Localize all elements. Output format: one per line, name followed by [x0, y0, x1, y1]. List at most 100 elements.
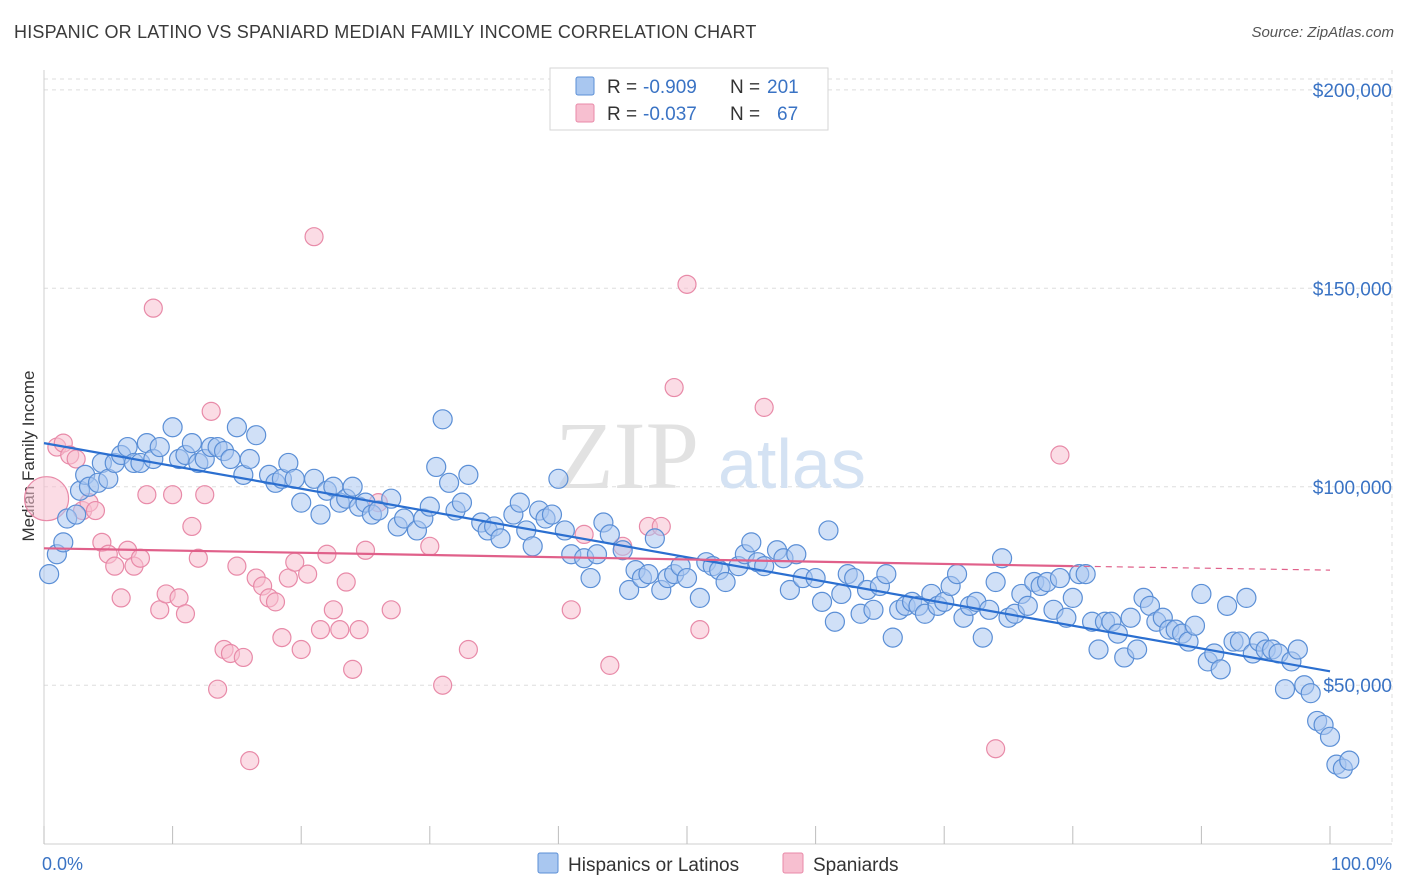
hispanics-point-171 [1217, 595, 1238, 616]
spaniards-point-63 [690, 620, 710, 640]
spaniards-point-7 [85, 500, 106, 521]
spaniards-point-53 [433, 675, 453, 695]
hispanics-point-149 [1075, 563, 1096, 585]
y-tick-label-1: $100,000 [1313, 478, 1392, 499]
y-tick-labels: $50,000 $100,000 $150,000 $200,000 [1313, 81, 1392, 697]
hispanics-point-190 [1339, 750, 1360, 771]
axes [43, 70, 1392, 845]
spaniards-point-24 [195, 485, 215, 505]
hispanics-point-166 [1184, 615, 1206, 636]
spaniards-point-14 [130, 548, 151, 568]
hispanics-point-18 [149, 436, 170, 458]
spaniards-point-0 [23, 476, 70, 522]
hispanics-point-184 [1300, 683, 1321, 704]
hispanics-point-145 [1049, 567, 1071, 589]
watermark: ZIP atlas [555, 402, 866, 509]
spaniards-point-11 [111, 588, 131, 608]
spaniards-point-66 [1050, 445, 1070, 465]
hispanics-point-111 [831, 583, 852, 605]
hispanics-point-22 [181, 433, 202, 454]
hispanics-point-156 [1120, 607, 1141, 628]
spaniards-point-21 [175, 604, 196, 624]
hispanics-point-72 [541, 504, 563, 525]
legend-n-label-1: N = [730, 77, 760, 98]
spaniards-point-41 [304, 227, 324, 247]
spaniards-points [23, 227, 1070, 771]
hispanics-point-99 [741, 532, 762, 553]
legend-bottom: Hispanics or Latinos Spaniards [537, 852, 899, 876]
spaniards-point-42 [310, 620, 331, 640]
hispanics-point-108 [811, 591, 833, 612]
spaniards-point-4 [66, 449, 86, 469]
hispanics-point-82 [619, 579, 640, 601]
spaniards-point-52 [420, 536, 440, 556]
hispanics-point-45 [342, 476, 363, 497]
spaniards-point-49 [355, 540, 376, 560]
hispanics-point-174 [1236, 587, 1257, 609]
legend-top: R = -0.909 N = 201 R = -0.037 N = 67 [549, 67, 829, 131]
hispanics-point-73 [548, 468, 569, 489]
hispanics-point-4 [66, 504, 87, 525]
hispanics-point-167 [1191, 583, 1212, 605]
hispanics-point-60 [451, 492, 473, 513]
hispanics-point-39 [303, 468, 325, 489]
x-tick-labels: 0.0% 100.0% [42, 854, 1392, 874]
hispanics-point-147 [1062, 587, 1083, 609]
hispanics-point-29 [226, 417, 247, 438]
hispanics-point-118 [876, 563, 897, 585]
watermark-atlas: atlas [718, 425, 866, 503]
hispanics-point-78 [586, 544, 608, 565]
spaniards-point-46 [336, 572, 356, 592]
hispanics-point-56 [426, 456, 447, 478]
spaniards-point-45 [330, 620, 350, 640]
hispanics-point-67 [509, 492, 530, 513]
hispanics-point-61 [458, 464, 479, 485]
legend-n-value-1: 201 [767, 77, 799, 98]
hispanics-point-96 [715, 571, 736, 593]
hispanics-point-133 [972, 627, 993, 648]
spaniards-point-39 [291, 639, 311, 660]
legend-bottom-hispanics: Hispanics or Latinos [568, 855, 739, 876]
x-tick-label-0: 0.0% [42, 854, 83, 874]
legend-bottom-swatch-blue [537, 852, 559, 874]
hispanics-point-157 [1126, 639, 1148, 660]
spaniards-point-57 [600, 655, 620, 675]
spaniards-point-26 [208, 679, 228, 699]
hispanics-point-86 [644, 528, 665, 549]
legend-r-label-2: R = [607, 104, 637, 125]
hispanics-points [39, 409, 1360, 779]
hispanics-point-38 [291, 492, 312, 513]
chart-title: HISPANIC OR LATINO VS SPANIARD MEDIAN FA… [14, 22, 757, 42]
watermark-zip: ZIP [555, 402, 699, 509]
hispanics-point-182 [1287, 639, 1308, 660]
spaniards-point-61 [664, 377, 684, 398]
spaniards-point-31 [240, 751, 260, 771]
legend-swatch-pink [575, 103, 595, 123]
hispanics-point-110 [824, 611, 845, 632]
hispanics-point-57 [432, 409, 453, 430]
hispanics-point-32 [246, 425, 267, 446]
spaniards-point-47 [343, 659, 363, 679]
spaniards-point-36 [272, 627, 292, 648]
spaniards-point-30 [233, 647, 253, 668]
legend-swatch-blue [575, 76, 595, 96]
spaniards-point-15 [137, 485, 157, 505]
hispanics-point-31 [239, 448, 260, 470]
spaniards-point-44 [323, 600, 343, 620]
hispanics-point-40 [310, 504, 331, 525]
hispanics-point-85 [638, 563, 659, 585]
spaniards-point-62 [677, 274, 697, 294]
spaniards-point-35 [265, 592, 286, 612]
legend-r-value-1: -0.909 [643, 77, 697, 98]
spaniards-point-23 [188, 548, 208, 568]
y-tick-label-2: $150,000 [1313, 279, 1392, 300]
spaniards-point-54 [458, 639, 478, 660]
hispanics-point-77 [580, 567, 601, 589]
hispanics-point-28 [220, 448, 241, 470]
hispanics-point-140 [1017, 595, 1038, 616]
hispanics-point-69 [522, 536, 543, 557]
legend-r-value-2: -0.037 [643, 104, 697, 125]
hispanics-point-58 [438, 472, 460, 493]
hispanics-point-92 [689, 587, 710, 609]
